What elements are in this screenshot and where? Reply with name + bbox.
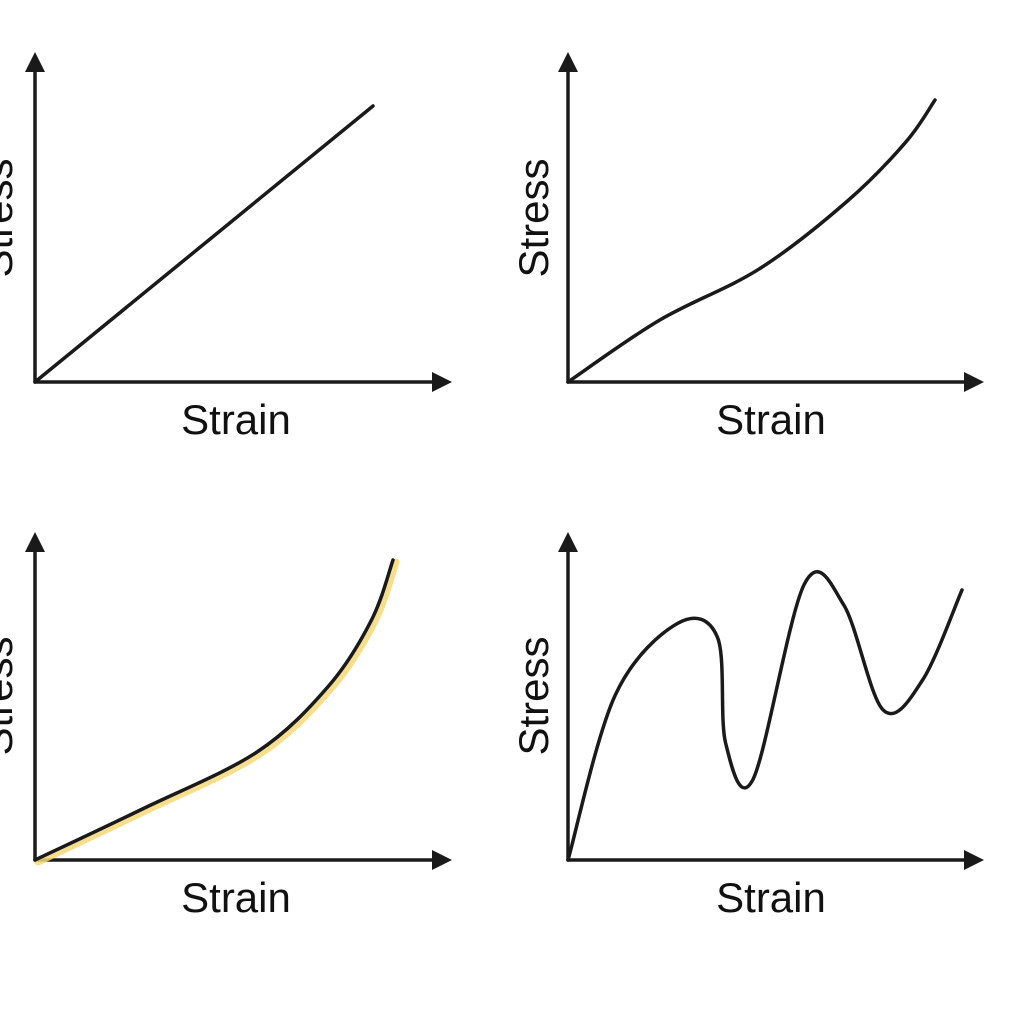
stress-strain-curve bbox=[33, 104, 375, 384]
y-axis-label: Stress bbox=[510, 636, 557, 755]
x-axis-label: Strain bbox=[181, 396, 291, 443]
x-axis-arrow bbox=[964, 372, 984, 392]
x-axis-arrow bbox=[964, 850, 984, 870]
y-axis-label: Stress bbox=[0, 158, 21, 277]
x-axis-arrow bbox=[432, 850, 452, 870]
chart-panel-4: Strain Stress bbox=[510, 532, 984, 921]
y-axis-label: Stress bbox=[0, 636, 21, 755]
stress-strain-curve bbox=[566, 98, 937, 384]
curve-highlight bbox=[34, 558, 400, 866]
y-axis-arrow bbox=[25, 532, 45, 552]
y-axis-arrow bbox=[25, 52, 45, 72]
stress-strain-curve bbox=[566, 570, 964, 862]
y-axis-arrow bbox=[558, 52, 578, 72]
stress-strain-curve bbox=[33, 558, 395, 862]
x-axis-arrow bbox=[432, 372, 452, 392]
x-axis-label: Strain bbox=[716, 396, 826, 443]
y-axis-arrow bbox=[558, 532, 578, 552]
y-axis-label: Stress bbox=[510, 158, 557, 277]
x-axis-label: Strain bbox=[181, 874, 291, 921]
x-axis-label: Strain bbox=[716, 874, 826, 921]
chart-panel-2: Strain Stress bbox=[510, 52, 984, 443]
chart-panel-3: Strain Stress bbox=[0, 532, 452, 921]
chart-panel-1: Strain Stress bbox=[0, 52, 452, 443]
